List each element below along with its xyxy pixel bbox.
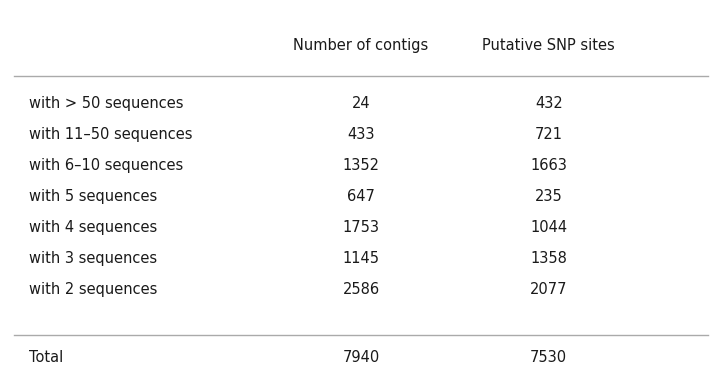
Text: with 6–10 sequences: with 6–10 sequences [29,158,183,174]
Text: with 2 sequences: with 2 sequences [29,282,157,297]
Text: 1753: 1753 [342,220,380,235]
Text: 1352: 1352 [342,158,380,174]
Text: Putative SNP sites: Putative SNP sites [482,38,615,53]
Text: 1145: 1145 [342,251,380,266]
Text: with > 50 sequences: with > 50 sequences [29,96,183,112]
Text: 7530: 7530 [530,350,567,365]
Text: 1358: 1358 [530,251,567,266]
Text: 1663: 1663 [530,158,567,174]
Text: 647: 647 [347,189,375,204]
Text: 433: 433 [347,127,375,143]
Text: 432: 432 [535,96,562,112]
Text: 1044: 1044 [530,220,567,235]
Text: 235: 235 [535,189,562,204]
Text: Total: Total [29,350,63,365]
Text: 24: 24 [352,96,370,112]
Text: Number of contigs: Number of contigs [293,38,429,53]
Text: with 4 sequences: with 4 sequences [29,220,157,235]
Text: with 5 sequences: with 5 sequences [29,189,157,204]
Text: with 11–50 sequences: with 11–50 sequences [29,127,192,143]
Text: with 3 sequences: with 3 sequences [29,251,157,266]
Text: 2586: 2586 [342,282,380,297]
Text: 721: 721 [535,127,562,143]
Text: 2077: 2077 [530,282,567,297]
Text: 7940: 7940 [342,350,380,365]
